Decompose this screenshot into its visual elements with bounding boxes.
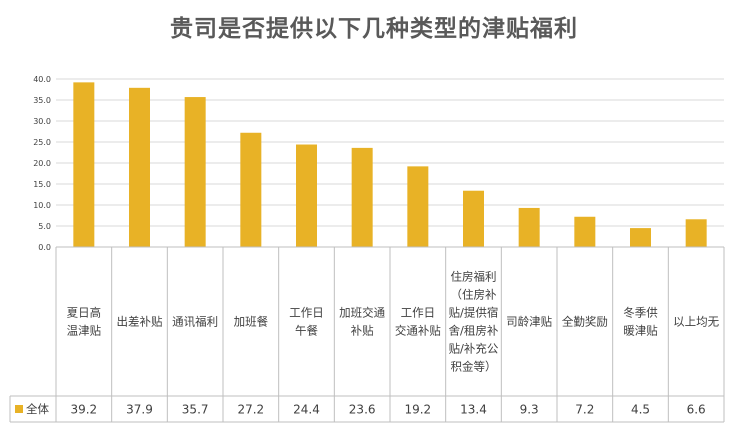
category-label: 补贴 (351, 323, 374, 337)
category-label: 温津贴 (67, 323, 102, 337)
category-label: 工作日 (289, 305, 324, 319)
category-label: 舍/租房补 (449, 323, 499, 337)
data-value: 37.9 (126, 403, 153, 417)
category-label: （住房补 (451, 287, 497, 301)
bar (407, 166, 429, 247)
bar (685, 219, 707, 247)
category-label: 暖津贴 (623, 323, 658, 337)
bars (73, 82, 707, 247)
y-tick-label: 30.0 (33, 117, 51, 126)
category-label: 积金等） (451, 359, 497, 373)
bar (574, 216, 596, 247)
category-label: 全勤奖励 (562, 314, 608, 328)
bar (296, 144, 317, 247)
y-tick-label: 40.0 (33, 75, 51, 84)
data-value: 13.4 (460, 403, 487, 417)
category-label: 贴/提供宿 (449, 305, 499, 319)
bar (184, 97, 206, 247)
data-value: 35.7 (182, 403, 209, 417)
y-tick-label: 10.0 (33, 201, 51, 210)
data-value: 7.2 (575, 403, 594, 417)
category-label: 交通补贴 (395, 323, 441, 337)
bar (240, 132, 262, 247)
y-tick-label: 15.0 (33, 180, 51, 189)
data-value: 27.2 (237, 403, 264, 417)
y-tick-label: 35.0 (33, 96, 51, 105)
category-label: 午餐 (295, 323, 318, 337)
y-axis-ticks: 0.0 5.0 10.0 15.0 20.0 25.0 30.0 35.0 40.0 (33, 75, 51, 252)
data-value: 39.2 (70, 403, 97, 417)
data-value: 6.6 (687, 403, 706, 417)
bar (73, 82, 95, 247)
category-label: 出差补贴 (117, 314, 163, 328)
category-label: 加班交通 (339, 305, 385, 319)
gridlines (56, 78, 724, 227)
category-label: 以上均无 (673, 314, 719, 328)
y-tick-label: 0.0 (38, 243, 51, 252)
legend-swatch (15, 405, 23, 413)
data-value: 9.3 (520, 403, 539, 417)
category-label: 加班餐 (234, 314, 269, 328)
data-value: 19.2 (404, 403, 431, 417)
data-value: 24.4 (293, 403, 320, 417)
category-label: 工作日 (401, 305, 436, 319)
category-label: 住房福利 (451, 269, 497, 283)
y-tick-label: 25.0 (33, 138, 51, 147)
category-label: 贴/补充公 (449, 341, 499, 355)
data-value: 4.5 (631, 403, 650, 417)
bar (129, 87, 150, 247)
y-tick-label: 20.0 (33, 159, 51, 168)
data-value: 23.6 (349, 403, 376, 417)
legend-label: 全体 (26, 402, 49, 416)
category-label: 通讯福利 (172, 314, 218, 328)
chart-title: 贵司是否提供以下几种类型的津贴福利 (170, 15, 578, 42)
bar (630, 228, 651, 247)
bar (518, 207, 540, 247)
category-label: 冬季供 (623, 305, 658, 319)
category-label: 夏日高 (67, 305, 102, 319)
category-label: 司龄津贴 (506, 314, 552, 328)
y-tick-label: 5.0 (38, 222, 51, 231)
bar (463, 190, 484, 247)
bar (351, 147, 373, 247)
